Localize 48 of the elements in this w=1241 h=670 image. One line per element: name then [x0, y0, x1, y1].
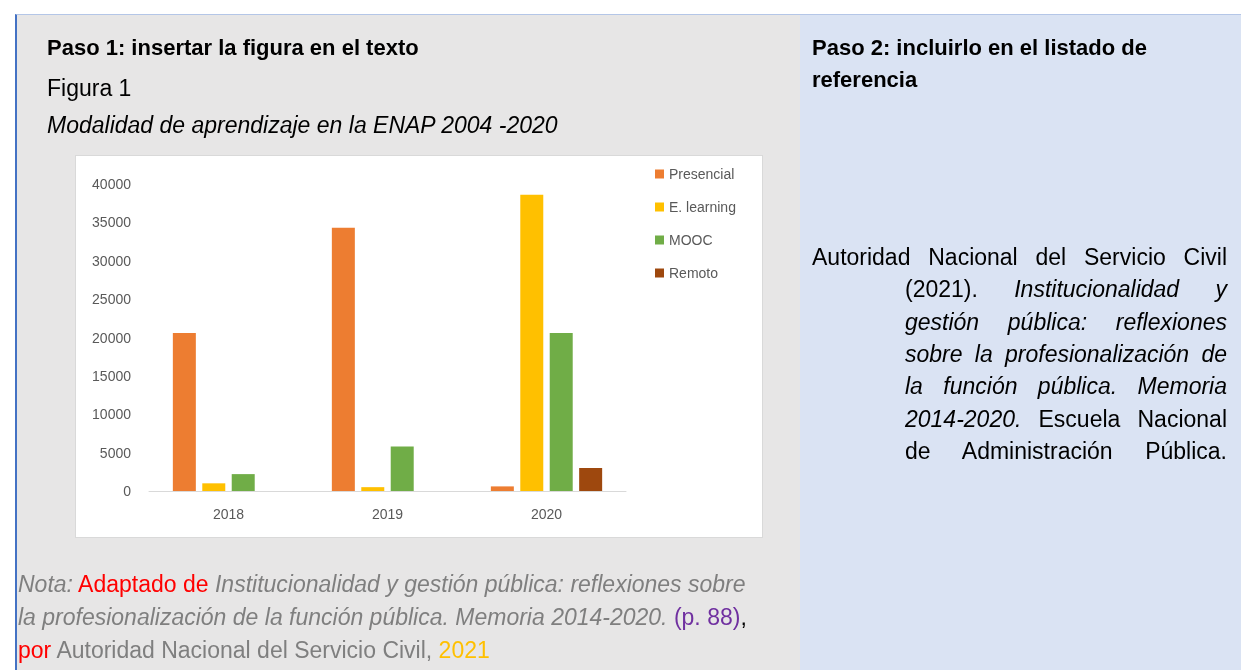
- bar: [202, 483, 226, 491]
- x-tick-label: 2018: [212, 506, 245, 522]
- y-tick-label: 40000: [92, 176, 132, 192]
- text: 2014-2020.: [905, 405, 1022, 432]
- text: Paso 1: insertar la figura en el texto: [47, 34, 419, 62]
- text: Escuela Nacional: [1038, 405, 1227, 432]
- text: Nota:: [18, 571, 73, 597]
- y-tick-label: 0: [123, 483, 132, 499]
- text: Figura 1: [47, 74, 132, 102]
- text: la función pública. Memoria: [905, 373, 1227, 400]
- y-tick-label: 10000: [92, 406, 132, 423]
- text: Autoridad Nacional del Servicio Civil,: [56, 637, 433, 663]
- y-tick-label: 30000: [92, 252, 132, 269]
- text: 2021: [438, 637, 490, 663]
- text: Paso 2: incluirlo en el listado de referencia: [812, 34, 1148, 94]
- chart-title: Modalidad de aprendizaje en la ENAP 2004 -2020: [47, 111, 558, 139]
- y-tick-label: 25000: [92, 291, 132, 308]
- text: Autoridad Nacional del Servicio Civil: [812, 244, 1227, 270]
- text: la profesionalización de la función pública. Memoria 2014-2020.: [18, 604, 668, 630]
- text: ,: [740, 604, 747, 630]
- legend-label: Presencial: [669, 166, 735, 182]
- bar: [579, 467, 603, 491]
- bar: [231, 474, 255, 491]
- bar: [520, 194, 544, 491]
- bar: [361, 487, 385, 491]
- bar: [490, 486, 514, 491]
- text: Adaptado de: [78, 571, 209, 597]
- y-tick-label: 15000: [92, 367, 132, 384]
- x-tick-label: 2019: [371, 506, 404, 522]
- x-tick-label: 2020: [530, 506, 563, 522]
- text: Institucionalidad y gestión pública: reflexiones sobre: [214, 571, 746, 597]
- bar: [172, 332, 196, 491]
- legend-label: MOOC: [669, 232, 713, 248]
- legend-label: E. learning: [669, 199, 736, 215]
- bar: [390, 446, 414, 491]
- bar: [549, 332, 573, 491]
- text: por: [18, 637, 52, 663]
- y-tick-label: 5000: [99, 444, 132, 461]
- bar: [331, 227, 355, 491]
- text: gestión pública: reflexiones: [905, 308, 1227, 335]
- text: (2021).: [905, 276, 978, 303]
- text: Institucionalidad y: [1014, 276, 1227, 303]
- text: de Administración Pública.: [905, 437, 1227, 464]
- text: sobre la profesionalización de: [905, 340, 1227, 367]
- text: (p. 88): [673, 604, 741, 630]
- y-tick-label: 35000: [92, 214, 132, 231]
- legend-label: Remoto: [669, 265, 719, 281]
- y-tick-label: 20000: [92, 329, 132, 346]
